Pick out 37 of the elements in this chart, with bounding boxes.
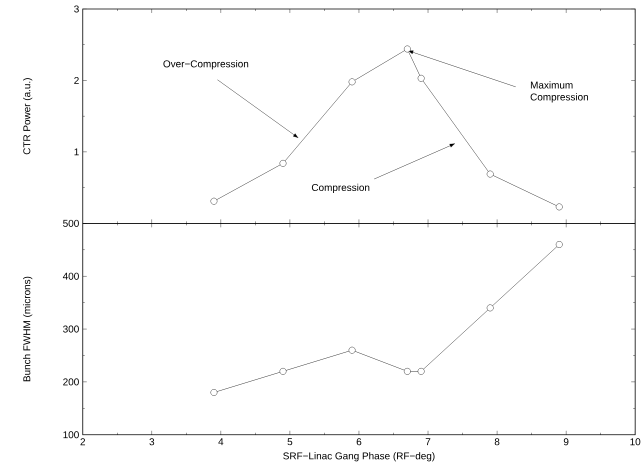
x-tick-label: 9 [564, 438, 568, 446]
point [486, 304, 494, 312]
x-tick-label: 4 [218, 438, 224, 446]
x-tick-label: 5 [288, 438, 292, 446]
point [348, 346, 356, 354]
x-tick-label: 6 [356, 438, 362, 446]
point [210, 389, 218, 396]
y-tick-label: 500 [63, 220, 79, 228]
x-axis-title: SRF−Linac Gang Phase (RF−deg) [283, 452, 435, 462]
annotation: Compression [312, 184, 370, 194]
point [556, 241, 563, 248]
point [404, 46, 411, 53]
y-tick-label: 300 [63, 326, 79, 333]
x-tick-label: 8 [494, 438, 500, 446]
point [556, 204, 563, 210]
y-tick-label: 3 [74, 6, 79, 13]
point [418, 75, 425, 82]
y-axis-title: CTR Power (a.u.) [23, 78, 32, 154]
point [486, 170, 494, 178]
annotation: Over−Compression [163, 60, 248, 70]
y-axis-title: Bunch FWHM (microns) [23, 276, 32, 382]
y-tick-label: 2 [74, 77, 79, 84]
x-tick-label: 7 [426, 438, 430, 446]
point [210, 198, 218, 205]
y-tick-label: 200 [63, 378, 79, 386]
x-tick-label: 2 [80, 438, 86, 446]
y-tick-label: 400 [62, 272, 79, 280]
x-tick-label: 3 [149, 438, 154, 446]
point [280, 160, 286, 167]
point [280, 368, 286, 375]
x-tick-label: 10 [630, 438, 640, 446]
annotation: Maximum Compression [530, 81, 588, 103]
point [404, 368, 411, 375]
y-tick-label: 100 [63, 431, 79, 438]
y-tick-label: 1 [74, 148, 79, 156]
point [348, 78, 356, 86]
point [418, 368, 425, 375]
